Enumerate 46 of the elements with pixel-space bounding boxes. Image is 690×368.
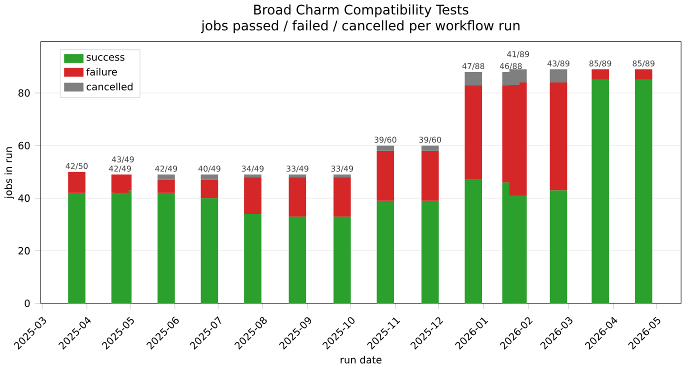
bar [288,174,306,178]
y-tick-label: 0 [24,300,30,308]
bar [634,80,652,304]
bar [550,190,568,304]
y-axis-title: jobs in run [4,147,14,199]
legend-label: cancelled [86,82,132,90]
bar [333,216,351,304]
bar [464,180,482,304]
bar [421,200,439,304]
bar [244,214,262,304]
bar [200,174,218,180]
bar [376,200,394,304]
bar [244,177,262,214]
bar [288,177,306,217]
y-tick-label: 40 [18,194,30,202]
bar [421,146,439,151]
bar [158,174,175,180]
bar [592,69,609,80]
bar [333,174,351,178]
chart-title: Broad Charm Compatibility Tests [254,4,468,18]
bar [550,69,568,83]
bar [464,72,482,86]
bar [200,198,218,304]
bar [200,180,218,198]
bar [68,172,86,193]
bar [244,174,262,178]
bar [376,146,394,151]
chart-subtitle: jobs passed / failed / cancelled per workflow run [201,20,520,34]
bar [114,190,132,304]
bar [592,80,609,304]
bar [634,69,652,80]
legend-label: success [86,55,124,61]
bar [68,192,86,304]
x-axis-title: run date [340,356,382,364]
bar [288,216,306,304]
bar [421,150,439,201]
bar [333,177,351,217]
bar [376,150,394,201]
bar [550,82,568,190]
bar [464,85,482,180]
legend-label: failure [86,68,117,76]
bar [158,192,175,304]
y-tick-label: 60 [18,142,30,150]
bar [158,180,175,193]
y-tick-label: 20 [18,247,30,255]
y-tick-label: 80 [18,89,30,97]
